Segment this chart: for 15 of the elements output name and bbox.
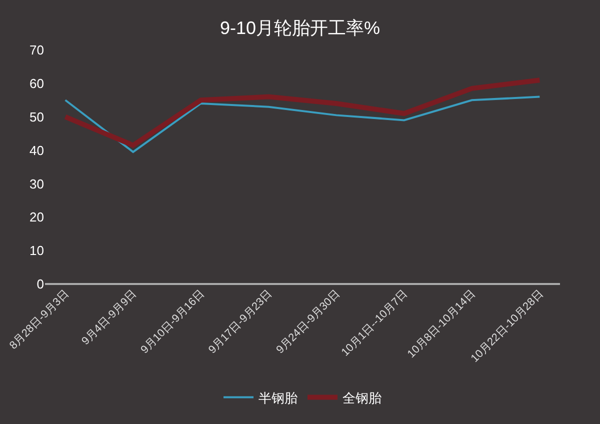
x-tick-label: 9月17日-9月23日 [206,288,275,356]
line-series [64,96,541,153]
y-tick-label: 30 [30,176,44,192]
x-tick-label: 9月4日-9月9日 [80,288,140,348]
chart-title: 9-10月轮胎开工率% [220,18,380,38]
y-tick-label: 10 [30,243,44,258]
y-tick-label: 50 [30,109,44,124]
y-tick-label: 70 [30,42,44,58]
legend-label: 半钢胎 [258,390,298,406]
x-tick-label: 9月10日-9月16日 [138,288,207,356]
y-tick-label: 60 [30,76,44,91]
y-tick-label: 40 [30,142,44,158]
legend-label: 全钢胎 [342,390,382,406]
x-tick-label: 9月24日-9月30日 [274,288,342,356]
y-tick-label: 20 [30,210,44,225]
